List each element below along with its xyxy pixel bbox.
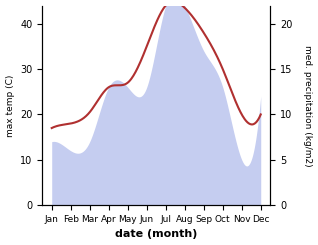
Y-axis label: max temp (C): max temp (C): [5, 74, 15, 136]
X-axis label: date (month): date (month): [115, 230, 197, 239]
Y-axis label: med. precipitation (kg/m2): med. precipitation (kg/m2): [303, 45, 313, 166]
